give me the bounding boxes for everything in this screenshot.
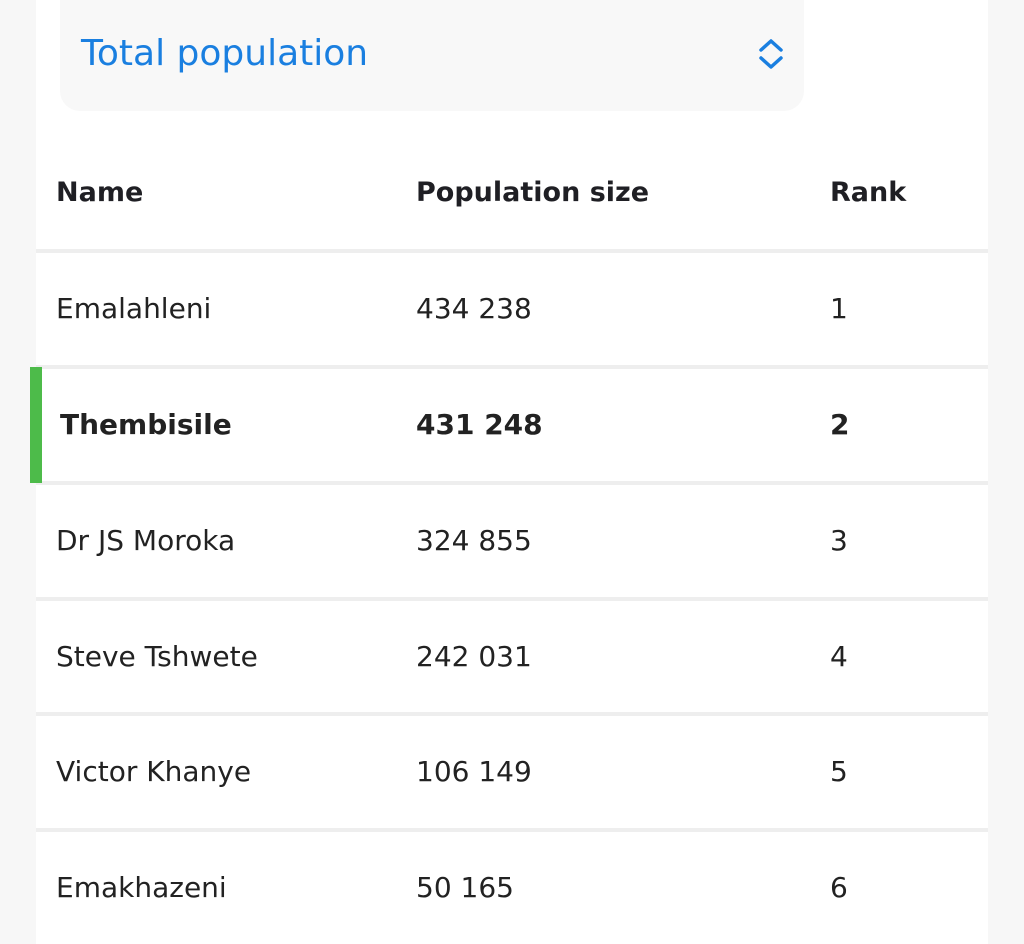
table-row[interactable]: Emakhazeni 50 165 6 [36,832,988,944]
row-divider [36,712,988,716]
metric-select-label: Total population [81,33,369,74]
row-name: Thembisile [60,408,232,441]
row-divider [36,481,988,485]
row-divider [36,365,988,369]
row-population: 242 031 [416,640,532,673]
row-name: Emakhazeni [56,871,227,904]
row-population: 50 165 [416,871,514,904]
table-row[interactable]: Emalahleni 434 238 1 [36,253,988,365]
row-population: 434 238 [416,292,532,325]
row-name: Victor Khanye [56,755,252,788]
row-name: Steve Tshwete [56,640,258,673]
row-rank: 4 [830,640,848,673]
row-rank: 1 [830,292,848,325]
row-population: 106 149 [416,755,532,788]
column-header-name: Name [56,177,144,208]
column-header-rank: Rank [830,177,907,208]
row-divider [36,828,988,832]
row-rank: 6 [830,871,848,904]
table-row[interactable]: Steve Tshwete 242 031 4 [36,601,988,713]
highlight-accent-bar [30,367,42,483]
table-row[interactable]: Dr JS Moroka 324 855 3 [36,485,988,597]
row-divider [36,249,988,253]
table-row-highlighted[interactable]: Thembisile 431 248 2 [36,369,988,481]
row-name: Dr JS Moroka [56,524,236,557]
chevron-up-down-icon [759,39,783,69]
row-rank: 5 [830,755,848,788]
metric-select[interactable]: Total population [60,0,804,111]
column-header-population: Population size [416,177,650,208]
table-header: Name Population size Rank [36,137,988,249]
row-name: Emalahleni [56,292,212,325]
row-rank: 3 [830,524,848,557]
population-panel: Total population Name Population size Ra… [36,0,988,944]
row-divider [36,597,988,601]
row-rank: 2 [830,408,850,441]
row-population: 324 855 [416,524,532,557]
table-row[interactable]: Victor Khanye 106 149 5 [36,716,988,828]
row-population: 431 248 [416,408,543,441]
